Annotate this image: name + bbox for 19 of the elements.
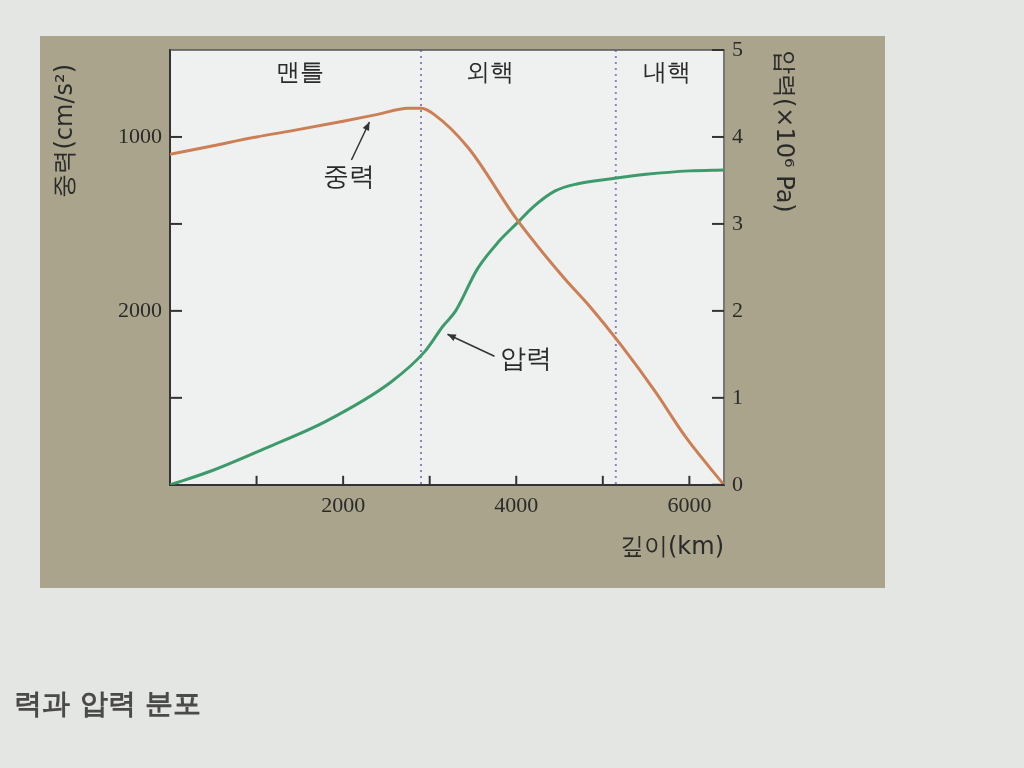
x-tick-label: 2000 <box>321 491 366 517</box>
y2-tick-label: 3 <box>732 209 743 235</box>
y-axis-title: 중력(cm/s²) <box>50 64 79 198</box>
x-tick-label: 4000 <box>494 491 539 517</box>
series-label: 중력 <box>323 160 376 191</box>
y2-tick-label: 0 <box>732 470 743 496</box>
text: 압력 <box>500 342 553 373</box>
y2-tick-label: 4 <box>732 122 743 148</box>
annotation: 내핵 <box>643 58 692 87</box>
y-tick-label: 1000 <box>118 122 162 148</box>
y2-tick-label: 5 <box>732 35 743 61</box>
x-tick-label: 6000 <box>667 491 712 517</box>
annotation: 외핵 <box>466 58 515 87</box>
x-axis-title: 깊이(km) <box>619 531 724 560</box>
y2-tick-label: 1 <box>732 383 743 409</box>
text: 력과 압력 분포 <box>14 687 202 721</box>
y2-axis-title: 압력(×10⁶ Pa) <box>771 50 800 213</box>
annotation: 맨틀 <box>275 58 324 87</box>
y2-tick-label: 2 <box>732 296 743 322</box>
